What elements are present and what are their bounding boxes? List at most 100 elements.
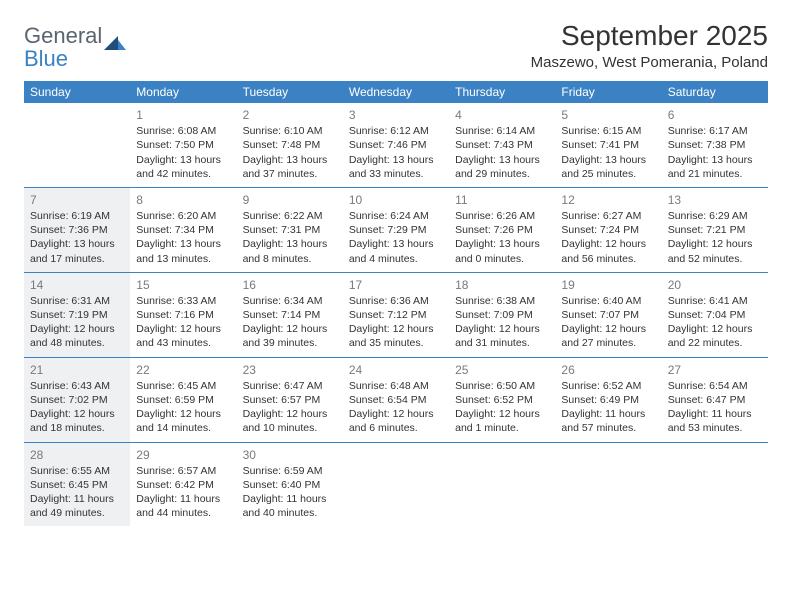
sunrise-text: Sunrise: 6:10 AM (243, 124, 337, 138)
sunset-text: Sunset: 6:57 PM (243, 393, 337, 407)
sunset-text: Sunset: 7:14 PM (243, 308, 337, 322)
sunrise-text: Sunrise: 6:54 AM (668, 379, 762, 393)
weekday-header: Friday (555, 81, 661, 103)
sunset-text: Sunset: 7:21 PM (668, 223, 762, 237)
daylight-text: Daylight: 13 hours and 17 minutes. (30, 237, 124, 265)
calendar-page: General Blue September 2025 Maszewo, Wes… (0, 0, 792, 536)
sunrise-text: Sunrise: 6:52 AM (561, 379, 655, 393)
day-number: 27 (668, 362, 762, 378)
sunset-text: Sunset: 7:50 PM (136, 138, 230, 152)
day-number: 1 (136, 107, 230, 123)
day-number: 4 (455, 107, 549, 123)
daylight-text: Daylight: 12 hours and 18 minutes. (30, 407, 124, 435)
sunset-text: Sunset: 7:09 PM (455, 308, 549, 322)
sunset-text: Sunset: 7:04 PM (668, 308, 762, 322)
day-cell: 27Sunrise: 6:54 AMSunset: 6:47 PMDayligh… (662, 358, 768, 442)
daylight-text: Daylight: 12 hours and 14 minutes. (136, 407, 230, 435)
day-cell: 15Sunrise: 6:33 AMSunset: 7:16 PMDayligh… (130, 273, 236, 357)
daylight-text: Daylight: 11 hours and 53 minutes. (668, 407, 762, 435)
month-title: September 2025 (531, 20, 768, 52)
sunrise-text: Sunrise: 6:26 AM (455, 209, 549, 223)
logo-line2: Blue (24, 47, 126, 70)
day-cell: 12Sunrise: 6:27 AMSunset: 7:24 PMDayligh… (555, 188, 661, 272)
day-cell: 7Sunrise: 6:19 AMSunset: 7:36 PMDaylight… (24, 188, 130, 272)
day-number: 29 (136, 447, 230, 463)
sunrise-text: Sunrise: 6:24 AM (349, 209, 443, 223)
day-number: 8 (136, 192, 230, 208)
daylight-text: Daylight: 12 hours and 56 minutes. (561, 237, 655, 265)
day-number: 12 (561, 192, 655, 208)
day-cell: 24Sunrise: 6:48 AMSunset: 6:54 PMDayligh… (343, 358, 449, 442)
day-cell: 18Sunrise: 6:38 AMSunset: 7:09 PMDayligh… (449, 273, 555, 357)
sunrise-text: Sunrise: 6:22 AM (243, 209, 337, 223)
daylight-text: Daylight: 12 hours and 6 minutes. (349, 407, 443, 435)
day-number: 28 (30, 447, 124, 463)
daylight-text: Daylight: 12 hours and 1 minute. (455, 407, 549, 435)
day-number: 16 (243, 277, 337, 293)
daylight-text: Daylight: 13 hours and 13 minutes. (136, 237, 230, 265)
sunrise-text: Sunrise: 6:41 AM (668, 294, 762, 308)
day-number: 2 (243, 107, 337, 123)
day-cell (449, 443, 555, 527)
sunset-text: Sunset: 7:43 PM (455, 138, 549, 152)
daylight-text: Daylight: 11 hours and 49 minutes. (30, 492, 124, 520)
day-number: 21 (30, 362, 124, 378)
sunrise-text: Sunrise: 6:15 AM (561, 124, 655, 138)
day-cell: 6Sunrise: 6:17 AMSunset: 7:38 PMDaylight… (662, 103, 768, 187)
day-cell (662, 443, 768, 527)
day-number: 14 (30, 277, 124, 293)
week-row: 21Sunrise: 6:43 AMSunset: 7:02 PMDayligh… (24, 358, 768, 443)
daylight-text: Daylight: 12 hours and 10 minutes. (243, 407, 337, 435)
day-number: 26 (561, 362, 655, 378)
day-number: 7 (30, 192, 124, 208)
sunset-text: Sunset: 7:02 PM (30, 393, 124, 407)
sunset-text: Sunset: 6:47 PM (668, 393, 762, 407)
sunset-text: Sunset: 7:07 PM (561, 308, 655, 322)
day-cell (555, 443, 661, 527)
sunset-text: Sunset: 6:40 PM (243, 478, 337, 492)
sunrise-text: Sunrise: 6:43 AM (30, 379, 124, 393)
day-number: 20 (668, 277, 762, 293)
day-cell: 14Sunrise: 6:31 AMSunset: 7:19 PMDayligh… (24, 273, 130, 357)
weekday-header: Thursday (449, 81, 555, 103)
sunset-text: Sunset: 7:46 PM (349, 138, 443, 152)
sunrise-text: Sunrise: 6:34 AM (243, 294, 337, 308)
day-cell: 1Sunrise: 6:08 AMSunset: 7:50 PMDaylight… (130, 103, 236, 187)
sunset-text: Sunset: 7:41 PM (561, 138, 655, 152)
daylight-text: Daylight: 12 hours and 48 minutes. (30, 322, 124, 350)
day-cell: 30Sunrise: 6:59 AMSunset: 6:40 PMDayligh… (237, 443, 343, 527)
sunset-text: Sunset: 7:29 PM (349, 223, 443, 237)
daylight-text: Daylight: 11 hours and 44 minutes. (136, 492, 230, 520)
sunrise-text: Sunrise: 6:57 AM (136, 464, 230, 478)
logo-line1: General (24, 24, 102, 47)
daylight-text: Daylight: 12 hours and 52 minutes. (668, 237, 762, 265)
weekday-header: Wednesday (343, 81, 449, 103)
sunrise-text: Sunrise: 6:27 AM (561, 209, 655, 223)
daylight-text: Daylight: 12 hours and 39 minutes. (243, 322, 337, 350)
day-cell: 22Sunrise: 6:45 AMSunset: 6:59 PMDayligh… (130, 358, 236, 442)
day-cell: 4Sunrise: 6:14 AMSunset: 7:43 PMDaylight… (449, 103, 555, 187)
daylight-text: Daylight: 13 hours and 29 minutes. (455, 153, 549, 181)
day-number: 19 (561, 277, 655, 293)
day-number: 9 (243, 192, 337, 208)
sunrise-text: Sunrise: 6:12 AM (349, 124, 443, 138)
day-cell (343, 443, 449, 527)
sunrise-text: Sunrise: 6:40 AM (561, 294, 655, 308)
daylight-text: Daylight: 12 hours and 22 minutes. (668, 322, 762, 350)
day-cell: 16Sunrise: 6:34 AMSunset: 7:14 PMDayligh… (237, 273, 343, 357)
sunrise-text: Sunrise: 6:48 AM (349, 379, 443, 393)
sunrise-text: Sunrise: 6:17 AM (668, 124, 762, 138)
sunset-text: Sunset: 7:19 PM (30, 308, 124, 322)
week-row: 1Sunrise: 6:08 AMSunset: 7:50 PMDaylight… (24, 103, 768, 188)
day-number: 25 (455, 362, 549, 378)
day-cell: 9Sunrise: 6:22 AMSunset: 7:31 PMDaylight… (237, 188, 343, 272)
sunset-text: Sunset: 6:59 PM (136, 393, 230, 407)
day-number: 11 (455, 192, 549, 208)
day-cell: 21Sunrise: 6:43 AMSunset: 7:02 PMDayligh… (24, 358, 130, 442)
sunset-text: Sunset: 6:49 PM (561, 393, 655, 407)
day-cell: 23Sunrise: 6:47 AMSunset: 6:57 PMDayligh… (237, 358, 343, 442)
week-row: 14Sunrise: 6:31 AMSunset: 7:19 PMDayligh… (24, 273, 768, 358)
sunrise-text: Sunrise: 6:47 AM (243, 379, 337, 393)
sunset-text: Sunset: 6:54 PM (349, 393, 443, 407)
daylight-text: Daylight: 12 hours and 43 minutes. (136, 322, 230, 350)
